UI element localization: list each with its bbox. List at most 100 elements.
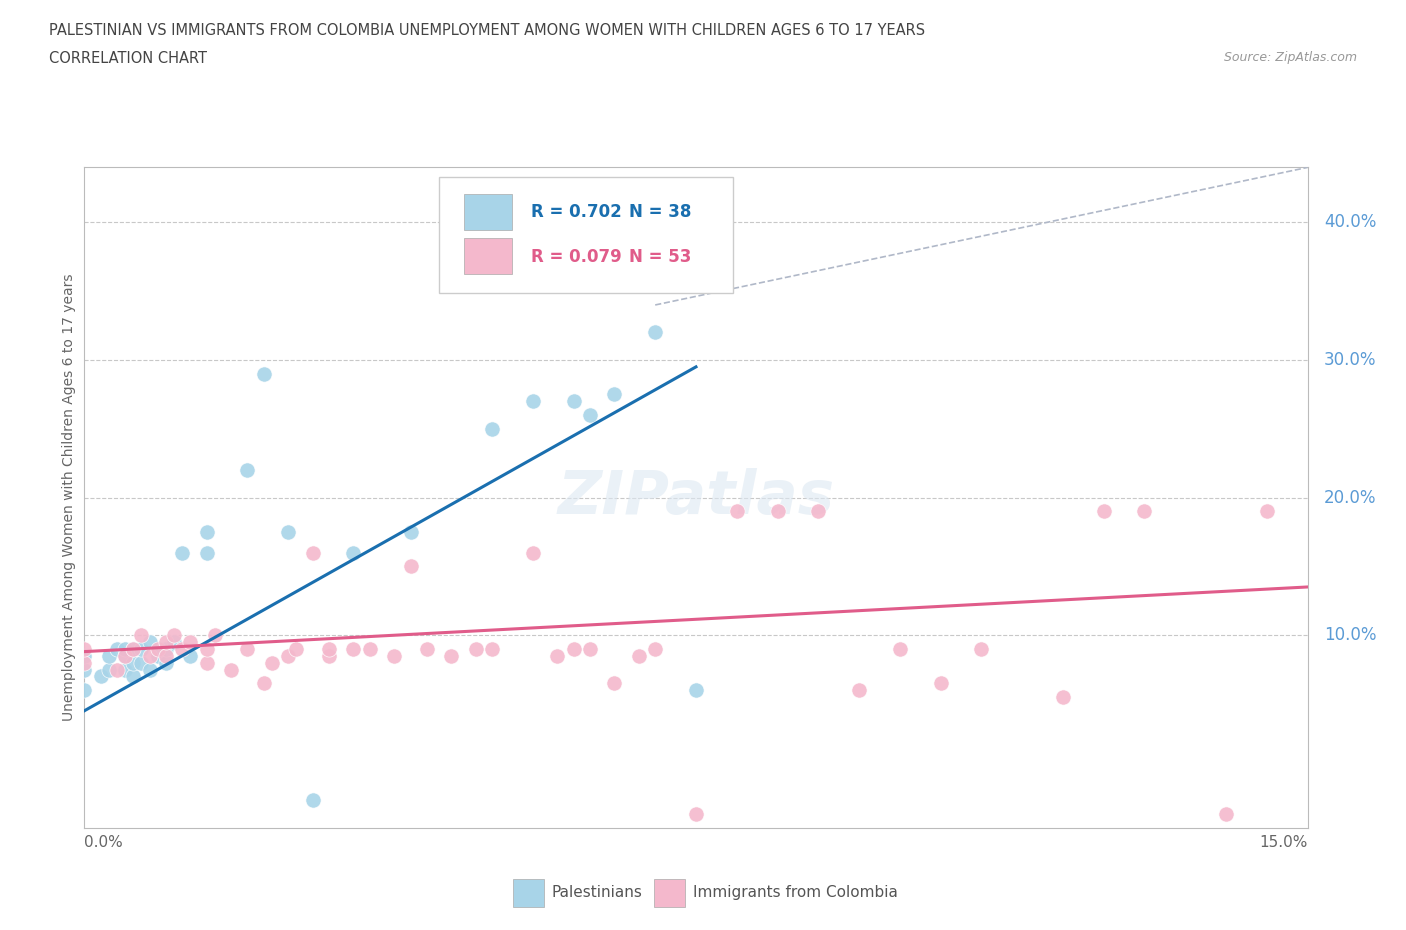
Point bbox=[546, 648, 568, 663]
Point bbox=[440, 648, 463, 663]
Text: 0.0%: 0.0% bbox=[84, 834, 124, 850]
Point bbox=[73, 683, 96, 698]
Point bbox=[579, 407, 602, 422]
Point bbox=[929, 676, 952, 691]
Point bbox=[236, 642, 259, 657]
Point bbox=[122, 669, 145, 684]
Point bbox=[97, 662, 120, 677]
Point bbox=[481, 642, 503, 657]
Point bbox=[105, 642, 128, 657]
Text: 15.0%: 15.0% bbox=[1260, 834, 1308, 850]
FancyBboxPatch shape bbox=[464, 238, 512, 274]
Point bbox=[253, 676, 276, 691]
Point bbox=[114, 642, 136, 657]
Point bbox=[1052, 689, 1074, 704]
Y-axis label: Unemployment Among Women with Children Ages 6 to 17 years: Unemployment Among Women with Children A… bbox=[62, 273, 76, 722]
Point bbox=[179, 648, 201, 663]
Point bbox=[146, 642, 169, 657]
Point bbox=[163, 628, 186, 643]
Text: Palestinians: Palestinians bbox=[551, 885, 643, 900]
Point bbox=[807, 504, 830, 519]
Point bbox=[579, 642, 602, 657]
Point bbox=[464, 642, 486, 657]
Point bbox=[685, 683, 707, 698]
Point bbox=[204, 628, 226, 643]
Point bbox=[644, 642, 666, 657]
Point bbox=[725, 504, 748, 519]
Point bbox=[342, 642, 364, 657]
Point bbox=[1215, 806, 1237, 821]
Point bbox=[277, 648, 299, 663]
Text: 40.0%: 40.0% bbox=[1324, 213, 1376, 232]
Point bbox=[195, 656, 218, 671]
Point bbox=[253, 366, 276, 381]
Point bbox=[236, 462, 259, 477]
Point bbox=[90, 669, 112, 684]
Point bbox=[970, 642, 993, 657]
Point bbox=[318, 642, 340, 657]
FancyBboxPatch shape bbox=[439, 178, 733, 293]
Point bbox=[195, 545, 218, 560]
Point bbox=[603, 387, 626, 402]
Point bbox=[260, 656, 283, 671]
Point bbox=[627, 648, 650, 663]
Point bbox=[562, 393, 585, 408]
Point bbox=[219, 662, 242, 677]
Point bbox=[73, 656, 96, 671]
Point bbox=[114, 648, 136, 663]
Point bbox=[1256, 504, 1278, 519]
Point bbox=[155, 642, 177, 657]
Text: Source: ZipAtlas.com: Source: ZipAtlas.com bbox=[1223, 51, 1357, 64]
Point bbox=[766, 504, 789, 519]
Point bbox=[138, 648, 160, 663]
Point bbox=[172, 642, 194, 657]
Point bbox=[318, 648, 340, 663]
Point bbox=[481, 421, 503, 436]
FancyBboxPatch shape bbox=[464, 193, 512, 230]
Text: 10.0%: 10.0% bbox=[1324, 626, 1376, 644]
Point bbox=[195, 642, 218, 657]
Point bbox=[97, 648, 120, 663]
Point bbox=[399, 559, 422, 574]
Text: R = 0.079: R = 0.079 bbox=[531, 247, 621, 266]
Point bbox=[163, 634, 186, 649]
Point bbox=[138, 634, 160, 649]
Point bbox=[122, 642, 145, 657]
Point bbox=[562, 642, 585, 657]
Point bbox=[122, 642, 145, 657]
Point bbox=[644, 326, 666, 340]
Point bbox=[285, 642, 308, 657]
Point bbox=[179, 634, 201, 649]
Text: 20.0%: 20.0% bbox=[1324, 488, 1376, 507]
Point bbox=[603, 676, 626, 691]
Point bbox=[172, 545, 194, 560]
Point bbox=[122, 656, 145, 671]
Point bbox=[301, 792, 323, 807]
Text: CORRELATION CHART: CORRELATION CHART bbox=[49, 51, 207, 66]
Point bbox=[155, 634, 177, 649]
Text: N = 38: N = 38 bbox=[628, 203, 692, 220]
Point bbox=[889, 642, 911, 657]
Point bbox=[73, 662, 96, 677]
Point bbox=[114, 662, 136, 677]
Point bbox=[73, 642, 96, 657]
Text: R = 0.702: R = 0.702 bbox=[531, 203, 621, 220]
Text: N = 53: N = 53 bbox=[628, 247, 692, 266]
Point bbox=[155, 656, 177, 671]
Text: Immigrants from Colombia: Immigrants from Colombia bbox=[693, 885, 898, 900]
Text: PALESTINIAN VS IMMIGRANTS FROM COLOMBIA UNEMPLOYMENT AMONG WOMEN WITH CHILDREN A: PALESTINIAN VS IMMIGRANTS FROM COLOMBIA … bbox=[49, 23, 925, 38]
Point bbox=[114, 648, 136, 663]
Point bbox=[848, 683, 870, 698]
Point bbox=[131, 656, 153, 671]
Text: ZIPatlas: ZIPatlas bbox=[557, 468, 835, 527]
Point bbox=[416, 642, 439, 657]
Point bbox=[146, 648, 169, 663]
Point bbox=[73, 648, 96, 663]
Point bbox=[685, 806, 707, 821]
Point bbox=[155, 648, 177, 663]
Point bbox=[138, 662, 160, 677]
Point bbox=[382, 648, 405, 663]
Point bbox=[522, 545, 544, 560]
Point bbox=[1092, 504, 1115, 519]
Point bbox=[195, 525, 218, 539]
